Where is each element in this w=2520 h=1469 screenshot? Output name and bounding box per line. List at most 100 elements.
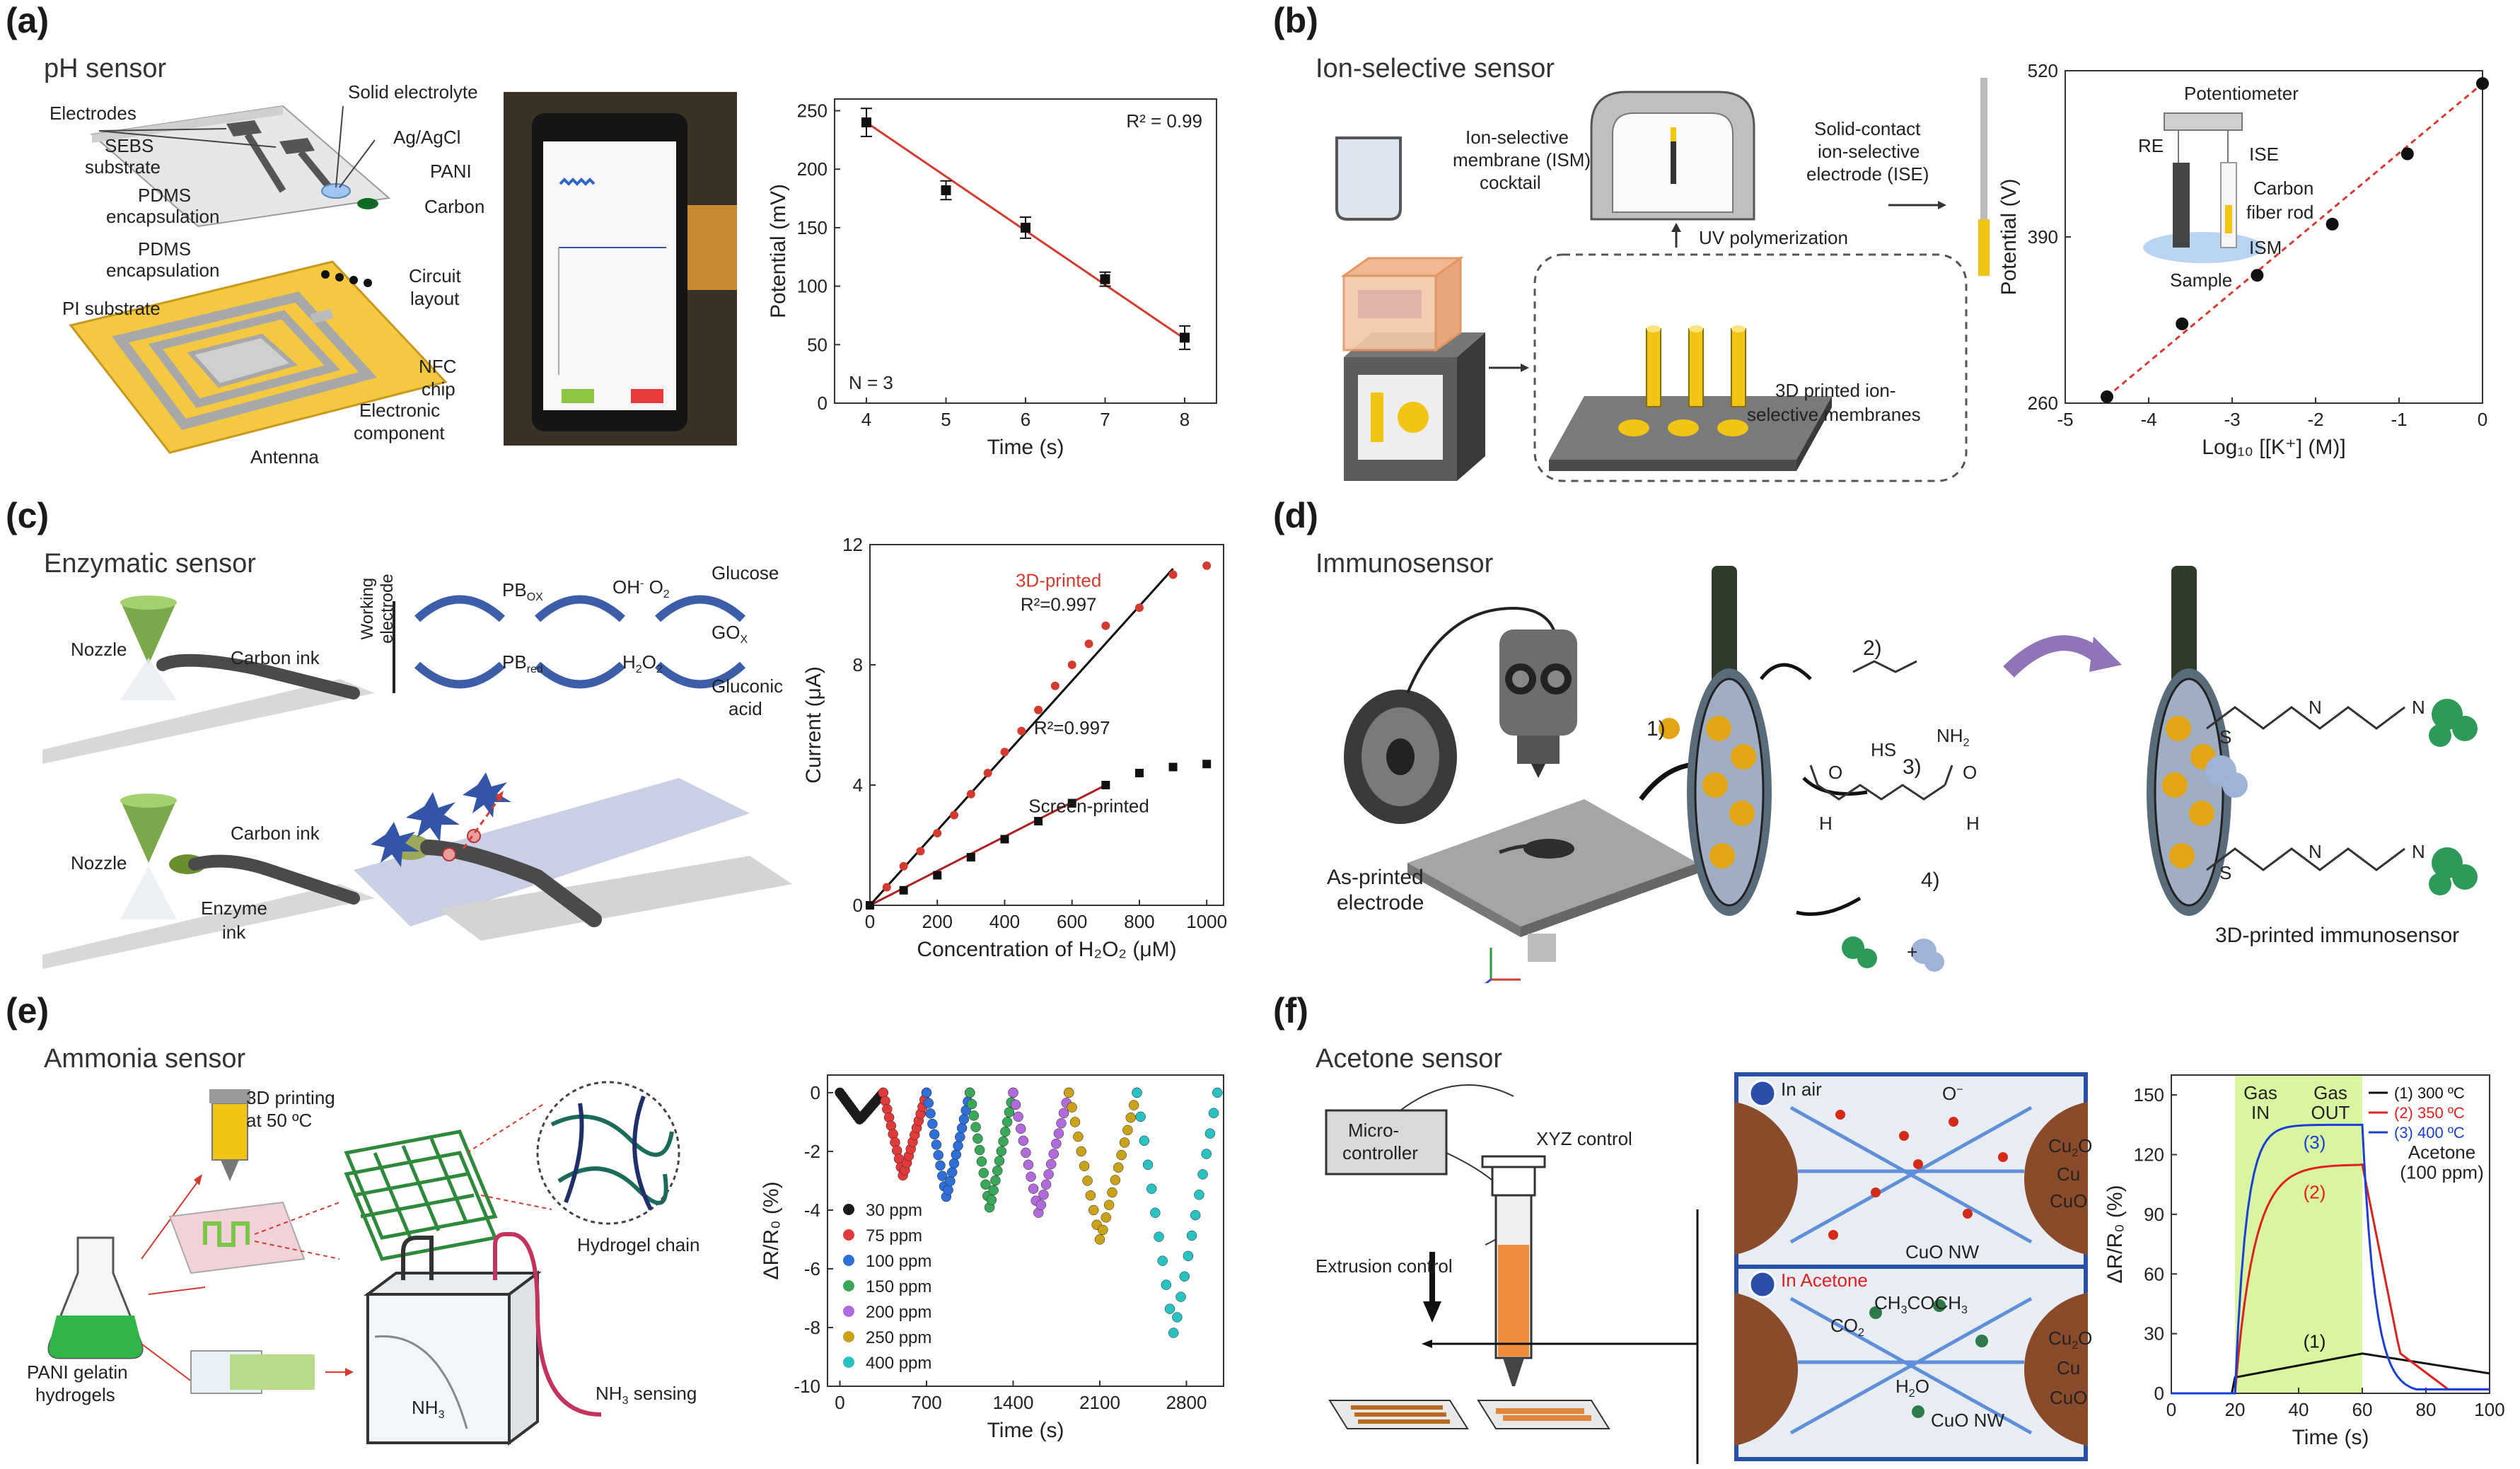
data-point — [941, 185, 951, 195]
x-tick-label: 2800 — [1166, 1392, 1207, 1413]
data-point — [931, 1139, 942, 1150]
data-point — [966, 1098, 977, 1110]
label-s-1: S — [2219, 726, 2232, 748]
label-gluconic-2: acid — [728, 698, 762, 719]
data-point-3d — [983, 769, 992, 777]
y-tick-label: -4 — [804, 1200, 820, 1221]
data-point — [1103, 1200, 1115, 1210]
label-ise-2: ion-selective — [1818, 141, 1920, 162]
label-oxygen: O− — [1942, 1083, 1963, 1104]
x-tick-label: 40 — [2289, 1399, 2309, 1420]
plot-frame — [2171, 1074, 2490, 1394]
acetone-label: Acetone — [2408, 1142, 2475, 1163]
x-axis-label: Log₁₀ [[K⁺] (M)] — [2202, 436, 2345, 459]
gas-in-label: IN — [2251, 1102, 2270, 1123]
data-point — [933, 1149, 943, 1161]
data-point — [1142, 1159, 1154, 1171]
data-point — [1056, 1117, 1067, 1129]
data-point — [988, 1185, 999, 1196]
data-point — [953, 1140, 963, 1151]
inset-carbon: Carbon — [2253, 178, 2314, 199]
data-point — [1100, 274, 1110, 284]
label-h2o2: H2O2 — [622, 651, 663, 676]
data-point — [1053, 1128, 1064, 1139]
data-point-screen — [1034, 817, 1043, 825]
label-asprinted-2: electrode — [1337, 891, 1424, 915]
y-tick-label: 12 — [842, 534, 863, 555]
data-point — [1082, 1175, 1093, 1186]
label-gox: GOX — [712, 622, 748, 646]
y-tick-label: -10 — [794, 1376, 820, 1397]
panel-a: (a) pH sensor Electrodes Solid electroly… — [0, 0, 1259, 495]
data-point — [2176, 317, 2189, 330]
data-point — [1076, 1146, 1086, 1157]
smartphone-photo — [504, 92, 737, 446]
data-point — [2326, 217, 2339, 231]
inset-potentiometer: Potentiometer — [2184, 83, 2299, 104]
y-tick-label: 30 — [2144, 1323, 2164, 1345]
data-point — [1128, 1100, 1139, 1110]
fit-line — [2106, 82, 2483, 398]
x-tick-label: 0 — [2478, 409, 2487, 430]
legend-label: (1) 300 ºC — [2394, 1084, 2465, 1102]
x-tick-label: -1 — [2391, 409, 2407, 430]
data-point — [976, 1156, 987, 1167]
y-tick-label: -8 — [804, 1317, 820, 1338]
data-point — [1208, 1108, 1219, 1119]
data-point — [1038, 1189, 1049, 1200]
label-asprinted-1: As-printed — [1327, 866, 1424, 889]
data-point-screen — [899, 886, 908, 895]
label-glucose: Glucose — [712, 562, 779, 583]
data-point — [1043, 1169, 1054, 1180]
legend-label: 30 ppm — [866, 1201, 922, 1220]
inset-sample: Sample — [2170, 269, 2233, 291]
series-label-3d: 3D-printed — [1016, 570, 1101, 591]
label-working: Working electrode — [358, 574, 397, 644]
label-carbon-ink-1: Carbon ink — [231, 647, 320, 668]
label-encapsulation-2: encapsulation — [106, 260, 220, 281]
electrode-pad — [226, 120, 262, 137]
data-point — [1045, 1159, 1057, 1170]
panel-title: pH sensor — [44, 54, 167, 83]
data-point — [1194, 1189, 1204, 1200]
data-point — [990, 1175, 1001, 1186]
label-pani-1: PANI gelatin — [27, 1361, 128, 1383]
data-point — [1058, 1108, 1069, 1119]
data-point — [1135, 1111, 1146, 1122]
label-nozzle-1: Nozzle — [71, 639, 127, 660]
x-tick-label: 60 — [2352, 1399, 2373, 1420]
data-point — [978, 1168, 989, 1178]
label-ism-3: cocktail — [1480, 172, 1541, 193]
label-3d-printing-2: at 50 ºC — [246, 1110, 313, 1131]
chart-ammonia-response: 0 700 1400 2100 2800 0 -2 -4 -6 -8 -10 Time (s) ΔR/R… — [760, 1074, 1224, 1442]
ammonia-illustration — [47, 1081, 680, 1446]
x-tick-label: 700 — [911, 1392, 941, 1413]
data-point — [1164, 1303, 1175, 1314]
label-hydrogel-chain: Hydrogel chain — [577, 1234, 700, 1255]
data-point — [1197, 1169, 1208, 1180]
data-point — [2101, 390, 2113, 403]
r2-annotation: R² = 0.99 — [1126, 110, 1202, 132]
label-ism-2: membrane (ISM) — [1453, 149, 1591, 170]
data-point — [935, 1160, 946, 1171]
chart-h2o2-current: 0 200 400 600 800 1000 0 4 8 12 Concentration of H… — [802, 534, 1227, 961]
panel-letter: (e) — [6, 991, 50, 1030]
label-printed-2: selective membranes — [1747, 404, 1921, 425]
x-tick-label: -3 — [2224, 409, 2240, 430]
y-tick-label: 120 — [2134, 1144, 2164, 1166]
data-point — [986, 1195, 997, 1205]
fit-line-screen — [869, 784, 1107, 907]
label-substrate: substrate — [85, 156, 161, 178]
label-agagcl: Ag/AgCl — [393, 127, 461, 148]
y-tick-label: 100 — [797, 276, 828, 297]
ise-electrode — [1980, 78, 1987, 269]
r2-screen: R²=0.997 — [1034, 717, 1110, 738]
glucose-star — [463, 772, 511, 818]
label-electrodes: Electrodes — [50, 103, 137, 124]
data-point-screen — [1101, 781, 1110, 789]
y-tick-label: 150 — [797, 217, 828, 238]
series-label-screen: Screen-printed — [1028, 795, 1149, 816]
y-axis-label: ΔR/R₀ (%) — [760, 1181, 783, 1279]
ph-device-illustration — [69, 105, 448, 454]
data-point — [1010, 1099, 1021, 1110]
